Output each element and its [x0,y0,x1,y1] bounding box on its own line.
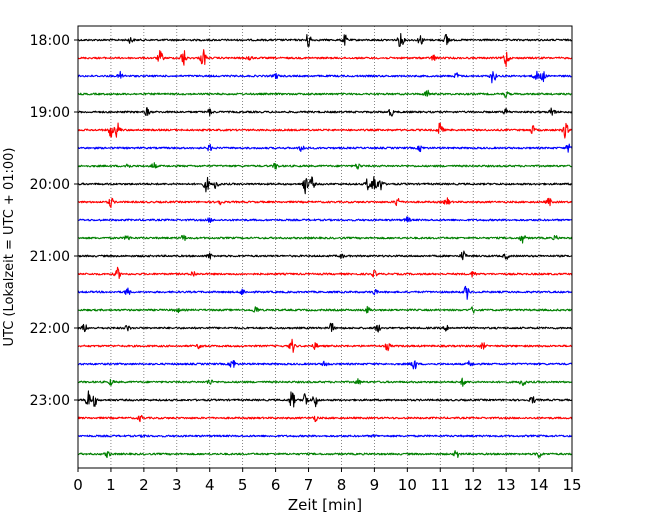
trace-1945 [77,162,573,170]
trace-1800 [77,32,573,47]
y-axis-label: UTC (Lokalzeit = UTC + 01:00) [2,148,17,347]
x-tick-label: 3 [172,476,182,494]
x-tick-label: 2 [139,476,149,494]
trace-2030 [77,216,573,224]
trace-1815 [77,49,573,68]
trace-2330 [77,433,573,438]
trace-2230 [77,360,573,370]
y-tick-label: 18:00 [30,33,70,49]
trace-2100 [77,250,573,261]
y-tick-label: 23:00 [30,393,70,409]
trace-2000 [77,176,573,195]
x-tick-label: 0 [73,476,83,494]
trace-2245 [77,377,573,387]
x-tick-label: 15 [562,476,581,494]
x-tick-label: 13 [497,476,516,494]
x-tick-label: 7 [304,476,314,494]
trace-2015 [77,197,573,209]
x-tick-label: 9 [370,476,380,494]
trace-1915 [77,122,573,139]
trace-1845 [77,89,573,98]
x-tick-label: 12 [464,476,483,494]
x-axis-ticks: 0 1 2 3 4 5 6 7 8 9 10 11 12 13 14 15 [73,468,582,494]
trace-2045 [77,234,573,244]
x-tick-label: 14 [530,476,549,494]
trace-2345 [77,450,573,459]
grid-lines [110,26,540,468]
x-tick-label: 1 [106,476,116,494]
trace-1930 [77,143,573,153]
trace-1830 [77,70,573,84]
trace-2130 [77,285,573,300]
y-tick-label: 22:00 [30,321,70,337]
trace-1900 [77,107,573,117]
seismic-traces [77,32,573,459]
x-tick-label: 8 [337,476,347,494]
x-tick-label: 5 [238,476,248,494]
x-tick-label: 10 [398,476,417,494]
x-axis-label: Zeit [min] [288,496,362,514]
trace-2215 [77,338,573,353]
trace-2115 [77,266,573,279]
y-tick-label: 21:00 [30,249,70,265]
y-axis-ticks: 18:00 19:00 20:00 21:00 22:00 23:00 [30,33,78,409]
trace-2300 [77,390,573,408]
x-tick-label: 6 [271,476,281,494]
plot-frame [77,25,573,469]
y-tick-label: 20:00 [30,177,70,193]
x-tick-label: 11 [431,476,450,494]
y-tick-label: 19:00 [30,105,70,121]
trace-2200 [77,322,573,333]
trace-2145 [77,305,573,314]
x-tick-label: 4 [205,476,215,494]
trace-2315 [77,414,573,423]
